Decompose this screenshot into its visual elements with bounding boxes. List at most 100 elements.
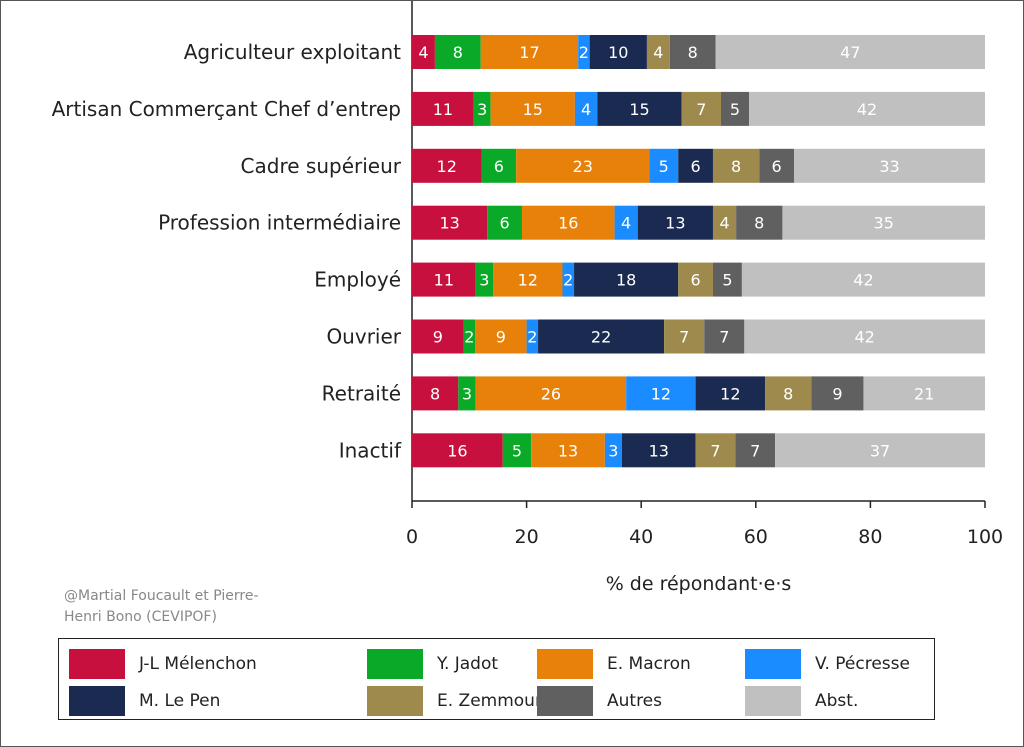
- data-label: 16: [558, 214, 578, 233]
- legend-item: M. Le Pen: [69, 686, 220, 716]
- bar-segment: [538, 319, 665, 354]
- legend-item: J-L Mélenchon: [69, 649, 257, 679]
- category-label: Artisan Commerçant Chef d’entrep: [52, 97, 401, 121]
- data-label: 13: [665, 214, 685, 233]
- data-label: 13: [439, 214, 459, 233]
- bar-segment: [621, 433, 696, 468]
- bar-segment: [678, 262, 713, 297]
- category-label: Retraité: [322, 381, 401, 405]
- data-label: 12: [437, 157, 457, 176]
- data-label: 35: [874, 214, 894, 233]
- bar-segment: [695, 376, 766, 411]
- bar-segment: [434, 35, 481, 69]
- legend-swatch: [367, 649, 423, 679]
- legend-item: Y. Jadot: [367, 649, 498, 679]
- legend-item: Abst.: [745, 686, 858, 716]
- data-label: 18: [616, 271, 636, 290]
- data-label: 37: [870, 441, 890, 460]
- data-label: 16: [447, 441, 467, 460]
- bar-segment: [782, 205, 985, 240]
- data-label: 17: [519, 43, 539, 62]
- data-label: 5: [512, 441, 522, 460]
- bar-segment: [712, 205, 737, 240]
- data-label: 7: [679, 328, 689, 347]
- data-label: 3: [477, 100, 487, 119]
- data-label: 22: [591, 328, 611, 347]
- category-label: Cadre supérieur: [241, 154, 402, 178]
- data-label: 2: [579, 43, 589, 62]
- category-label: Inactif: [339, 438, 402, 462]
- bar-segment: [521, 205, 615, 240]
- data-label: 10: [608, 43, 628, 62]
- x-tick-label: 60: [744, 526, 768, 548]
- bar-segment: [412, 319, 464, 354]
- data-label: 3: [462, 384, 472, 403]
- stacked-bar-chart: 0 20 40 60 80 100 % de répondant·e·s Agriculteu…: [52, 1, 1003, 595]
- legend-item: E. Macron: [537, 649, 691, 679]
- data-label: 13: [649, 441, 669, 460]
- legend-label: Abst.: [815, 691, 859, 711]
- legend-swatch: [537, 649, 593, 679]
- data-label: 6: [691, 271, 701, 290]
- data-label: 8: [453, 43, 463, 62]
- data-label: 15: [629, 100, 649, 119]
- category-label: Agriculteur exploitant: [184, 40, 401, 64]
- bar-segment: [775, 433, 985, 468]
- legend-item: Autres: [537, 686, 662, 716]
- data-label: 12: [651, 384, 671, 403]
- legend-label: Autres: [607, 691, 663, 711]
- bar-segment: [516, 148, 650, 183]
- bar-segment: [704, 319, 745, 354]
- data-label: 6: [772, 157, 782, 176]
- x-tick-label: 0: [406, 526, 418, 548]
- data-label: 42: [853, 271, 873, 290]
- data-label: 5: [659, 157, 669, 176]
- data-label: 4: [581, 100, 591, 119]
- data-label: 8: [783, 384, 793, 403]
- bar-segment: [475, 262, 494, 297]
- data-label: 33: [879, 157, 899, 176]
- bar-segment: [473, 91, 491, 126]
- data-label: 11: [433, 100, 453, 119]
- bar-segment: [736, 205, 783, 240]
- bar-segment: [526, 319, 539, 354]
- bar-segment: [749, 91, 985, 126]
- data-label: 4: [719, 214, 729, 233]
- bar-segment: [412, 262, 476, 297]
- data-label: 2: [563, 271, 573, 290]
- bar-segment: [578, 35, 590, 69]
- data-label: 4: [621, 214, 631, 233]
- data-label: 8: [688, 43, 698, 62]
- data-label: 23: [573, 157, 593, 176]
- data-label: 15: [523, 100, 543, 119]
- data-label: 42: [854, 328, 874, 347]
- bar-segment: [681, 91, 721, 126]
- bar-segment: [626, 376, 696, 411]
- data-label: 2: [464, 328, 474, 347]
- data-label: 5: [730, 100, 740, 119]
- data-label: 47: [840, 43, 860, 62]
- data-label: 2: [527, 328, 537, 347]
- bar-segment: [597, 91, 682, 126]
- legend-swatch: [745, 649, 801, 679]
- bar-segment: [712, 148, 760, 183]
- legend-label: V. Pécresse: [815, 654, 910, 674]
- bar-segment: [735, 433, 776, 468]
- data-label: 9: [496, 328, 506, 347]
- bar-segment: [720, 91, 750, 126]
- bar-segment: [715, 35, 985, 69]
- data-label: 9: [832, 384, 842, 403]
- data-label: 11: [434, 271, 454, 290]
- data-label: 8: [731, 157, 741, 176]
- credit-text: @Martial Foucault et Pierre- Henri Bono …: [64, 586, 314, 628]
- bar-segment: [759, 148, 794, 183]
- data-label: 42: [857, 100, 877, 119]
- legend-label: M. Le Pen: [139, 691, 221, 711]
- data-label: 6: [691, 157, 701, 176]
- x-axis-label: % de répondant·e·s: [606, 573, 792, 595]
- bar-segment: [487, 205, 522, 240]
- bar-segment: [458, 376, 476, 411]
- bar-segment: [637, 205, 713, 240]
- data-label: 4: [653, 43, 663, 62]
- bar-segment: [604, 433, 622, 468]
